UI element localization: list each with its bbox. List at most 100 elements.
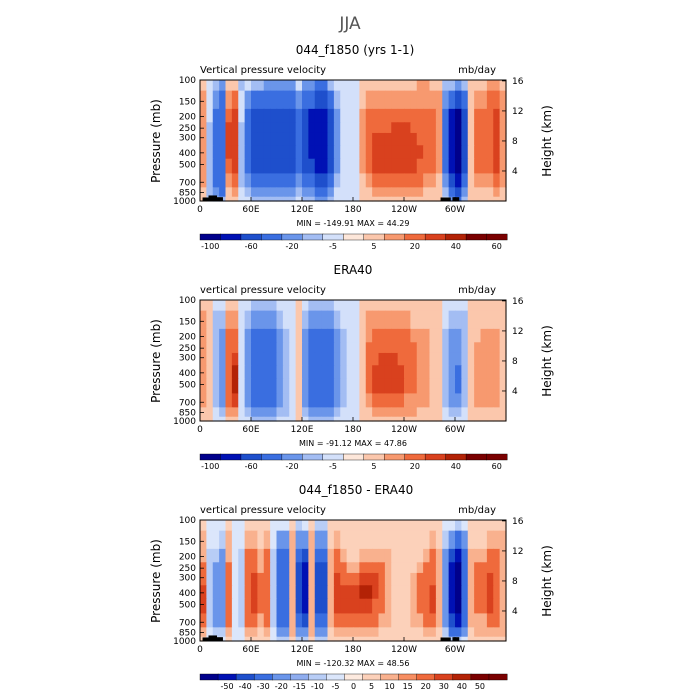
heatmap-cell (295, 122, 303, 134)
heatmap-cell (225, 548, 233, 563)
heatmap-cell (493, 173, 501, 188)
heatmap-cell (244, 158, 252, 175)
heatmap-cell (435, 342, 443, 354)
heatmap-cell (448, 122, 456, 134)
heatmap-cell (467, 636, 475, 642)
colorbar-swatch (470, 673, 490, 681)
heatmap-cell (448, 300, 456, 312)
heatmap-cell (244, 585, 252, 600)
heatmap-cell (289, 416, 297, 422)
heatmap-cell (340, 342, 348, 354)
heatmap-cell (340, 173, 348, 188)
heatmap-cell (416, 145, 424, 160)
heatmap-cell (251, 352, 258, 366)
heatmap-cell (263, 196, 271, 202)
heatmap-cell (219, 132, 227, 146)
heatmap-cell (314, 187, 322, 198)
heatmap-cell (225, 530, 233, 550)
heatmap-cell (206, 562, 214, 574)
heatmap-cell (480, 627, 488, 638)
heatmap-cell (474, 520, 482, 532)
heatmap-cell (455, 90, 462, 110)
heatmap-cell (365, 158, 373, 175)
heatmap-cell (461, 187, 469, 198)
heatmap-cell (499, 342, 507, 354)
heatmap-cell (308, 196, 316, 202)
heatmap-cell (442, 598, 450, 615)
heatmap-cell (480, 393, 488, 408)
heatmap-cell (353, 416, 360, 422)
heatmap-cell (282, 585, 290, 600)
heatmap-cell (244, 80, 252, 92)
heatmap-cell (423, 158, 431, 175)
heatmap-cell (238, 196, 246, 202)
heatmap-cell (257, 585, 265, 600)
heatmap-cell (416, 562, 424, 574)
heatmap-cell (251, 173, 258, 188)
colorbar-label: 50 (475, 682, 485, 691)
heatmap-cell (480, 300, 488, 312)
heatmap-cell (448, 627, 456, 638)
heatmap-cell (384, 548, 392, 563)
heatmap-cell (397, 530, 405, 550)
heatmap-cell (493, 196, 501, 202)
heatmap-cell (282, 636, 290, 642)
heatmap-cell (353, 108, 360, 123)
heatmap-cell (461, 145, 469, 160)
heatmap-cell (384, 365, 392, 380)
heatmap-cell (384, 562, 392, 574)
heatmap-cell (423, 132, 431, 146)
heatmap-cell (435, 90, 443, 110)
heatmap-cell (474, 548, 482, 563)
heatmap-cell (219, 328, 227, 343)
heatmap-cell (391, 393, 399, 408)
heatmap-cell (302, 328, 309, 343)
heatmap-cell (276, 636, 284, 642)
heatmap-cell (359, 158, 367, 175)
heatmap-cell (486, 80, 494, 92)
heatmap-cell (416, 627, 424, 638)
heatmap-cell (474, 636, 482, 642)
heatmap-cell (270, 310, 278, 330)
heatmap-cell (435, 572, 443, 586)
heatmap-cell (378, 520, 386, 532)
heatmap-cell (244, 342, 252, 354)
heatmap-cell (435, 548, 443, 563)
heatmap-cell (455, 158, 462, 175)
heatmap-cell (353, 173, 360, 188)
y2-tick-label: 12 (512, 107, 523, 117)
colorbar-label: 40 (457, 682, 467, 691)
heatmap-cell (251, 108, 258, 123)
heatmap-cell (429, 613, 437, 628)
y-tick-label: 850 (179, 628, 196, 638)
heatmap-cell (212, 158, 220, 175)
heatmap-cell (486, 122, 494, 134)
heatmap-cell (225, 187, 233, 198)
heatmap-cell (289, 585, 297, 600)
heatmap-cell (346, 572, 354, 586)
heatmap-cell (378, 352, 386, 366)
heatmap-cell (365, 520, 373, 532)
heatmap-cell (295, 158, 303, 175)
heatmap-cell (455, 562, 462, 574)
heatmap-cell (423, 173, 431, 188)
heatmap-cell (359, 407, 367, 418)
colorbar-label: -10 (311, 682, 324, 691)
panel-1-y2label: Height (km) (540, 105, 554, 176)
heatmap-cell (435, 585, 443, 600)
heatmap-cell (429, 416, 437, 422)
heatmap-cell (365, 132, 373, 146)
y2-tick-label: 8 (512, 357, 518, 367)
colorbar-swatch (281, 453, 303, 461)
heatmap-cell (384, 310, 392, 330)
heatmap-cell (384, 407, 392, 418)
heatmap-cell (429, 585, 437, 600)
heatmap-cell (397, 328, 405, 343)
heatmap-cell (365, 572, 373, 586)
heatmap-cell (212, 562, 220, 574)
heatmap-cell (359, 520, 367, 532)
heatmap-cell (378, 613, 386, 628)
heatmap-cell (289, 132, 297, 146)
heatmap-cell (314, 572, 322, 586)
heatmap-cell (461, 520, 469, 532)
